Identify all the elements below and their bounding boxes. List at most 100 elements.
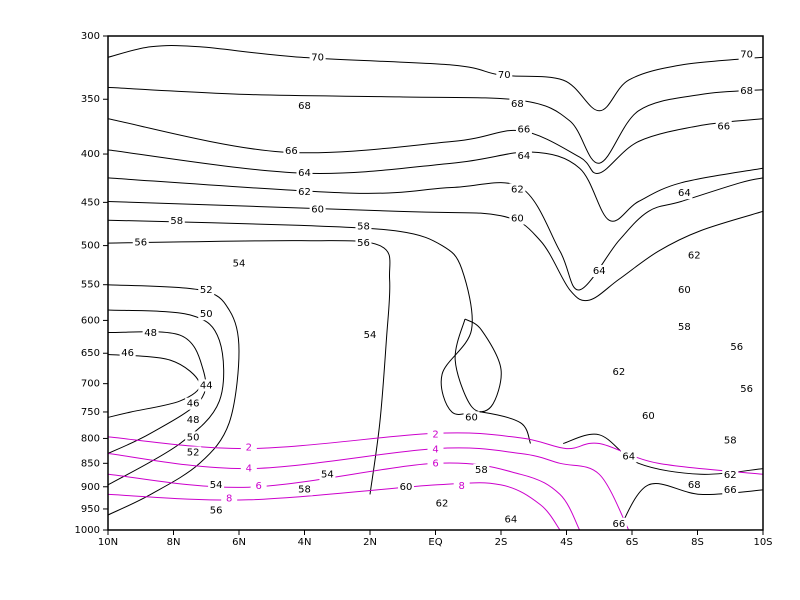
label-backdrop xyxy=(610,365,627,378)
label-backdrop xyxy=(355,220,372,233)
label-backdrop xyxy=(355,237,372,250)
contour-label: 60 xyxy=(511,213,524,224)
label-backdrop xyxy=(198,283,215,296)
axes: 3003504004505005506006507007508008509009… xyxy=(75,31,773,548)
label-backdrop xyxy=(198,308,215,321)
label-backdrop xyxy=(427,457,444,470)
label-backdrop xyxy=(738,382,755,395)
label-backdrop xyxy=(738,84,755,97)
label-backdrop xyxy=(231,257,247,270)
label-backdrop xyxy=(610,517,627,530)
contour-label: 60 xyxy=(465,412,478,423)
contour-label: 64 xyxy=(518,151,531,162)
label-backdrop xyxy=(738,48,755,61)
contour-label: 44 xyxy=(200,380,213,391)
contour-line xyxy=(108,201,763,302)
contour-label: 46 xyxy=(121,348,134,359)
y-tick-label: 750 xyxy=(81,407,100,418)
label-backdrop xyxy=(676,283,693,296)
x-tick-label: 8S xyxy=(691,537,704,548)
y-tick-label: 600 xyxy=(81,315,100,326)
label-backdrop xyxy=(398,481,415,494)
label-backdrop xyxy=(515,123,532,136)
contour-label: 60 xyxy=(642,411,655,422)
label-backdrop xyxy=(496,69,513,82)
contour-label: 56 xyxy=(730,342,743,353)
contour-label: 62 xyxy=(298,187,311,198)
contour-label: 66 xyxy=(717,121,730,132)
label-backdrop xyxy=(309,51,326,64)
y-tick-label: 450 xyxy=(81,197,100,208)
contour-label: 58 xyxy=(298,484,311,495)
contour-label: 6 xyxy=(432,458,438,469)
contour-label: 56 xyxy=(134,237,147,248)
contour-label: 70 xyxy=(498,70,511,81)
contour-label: 50 xyxy=(187,432,200,443)
label-backdrop xyxy=(686,478,703,491)
label-backdrop xyxy=(132,236,149,249)
label-backdrop xyxy=(515,150,532,163)
x-tick-label: 4S xyxy=(560,537,573,548)
label-backdrop xyxy=(463,411,480,424)
contour-line xyxy=(108,44,763,112)
contour-label: 62 xyxy=(436,499,449,510)
label-backdrop xyxy=(509,183,526,196)
label-backdrop xyxy=(221,492,238,505)
contour-label: 64 xyxy=(593,266,606,277)
contour-line xyxy=(563,433,763,475)
y-tick-label: 350 xyxy=(81,94,100,105)
contour-label: 54 xyxy=(233,258,246,269)
x-tick-label: 2N xyxy=(363,537,377,548)
contour-line xyxy=(454,318,502,413)
contour-label: 8 xyxy=(226,493,232,504)
contour-label: 6 xyxy=(255,481,261,492)
label-backdrop xyxy=(296,186,313,199)
contour-label: 4 xyxy=(432,445,438,456)
label-backdrop xyxy=(722,469,739,482)
label-backdrop xyxy=(509,212,526,225)
label-backdrop xyxy=(427,428,444,441)
contour-line xyxy=(108,309,225,486)
contour-label: 58 xyxy=(724,435,737,446)
label-backdrop xyxy=(728,340,745,353)
contour-label: 68 xyxy=(740,86,753,97)
contour-label: 70 xyxy=(311,52,324,63)
label-backdrop xyxy=(686,249,703,262)
contour-label: 56 xyxy=(357,238,370,249)
label-backdrop xyxy=(296,100,313,113)
contour-line xyxy=(108,447,630,530)
contour-label: 68 xyxy=(298,101,311,112)
label-backdrop xyxy=(676,321,693,334)
label-backdrop xyxy=(640,409,657,422)
contour-label: 54 xyxy=(364,330,377,341)
label-backdrop xyxy=(185,397,202,410)
y-tick-label: 850 xyxy=(81,458,100,469)
label-backdrop xyxy=(473,464,490,477)
y-tick-label: 400 xyxy=(81,149,100,160)
label-backdrop xyxy=(362,329,378,342)
contour-label: 62 xyxy=(511,184,524,195)
label-backdrop xyxy=(240,441,257,454)
contour-label: 64 xyxy=(622,452,635,463)
contour-label: 50 xyxy=(200,309,213,320)
contour-label: 60 xyxy=(311,205,324,216)
contour-label: 66 xyxy=(518,125,531,136)
contour-label: 66 xyxy=(285,146,298,157)
contour-label: 58 xyxy=(357,221,370,232)
contour-label: 58 xyxy=(170,216,183,227)
y-tick-label: 550 xyxy=(81,280,100,291)
label-backdrop xyxy=(591,265,608,278)
label-backdrop xyxy=(185,431,202,444)
x-tick-label: 6N xyxy=(232,537,246,548)
label-backdrop xyxy=(142,327,159,340)
y-tick-label: 950 xyxy=(81,504,100,515)
x-tick-label: 10S xyxy=(753,537,772,548)
label-backdrop xyxy=(715,120,732,133)
label-backdrop xyxy=(722,483,739,496)
contour-label: 62 xyxy=(724,470,737,481)
label-backdrop xyxy=(434,497,451,510)
x-tick-label: 8N xyxy=(167,537,181,548)
label-backdrop xyxy=(620,450,637,463)
contour-line xyxy=(108,482,561,530)
